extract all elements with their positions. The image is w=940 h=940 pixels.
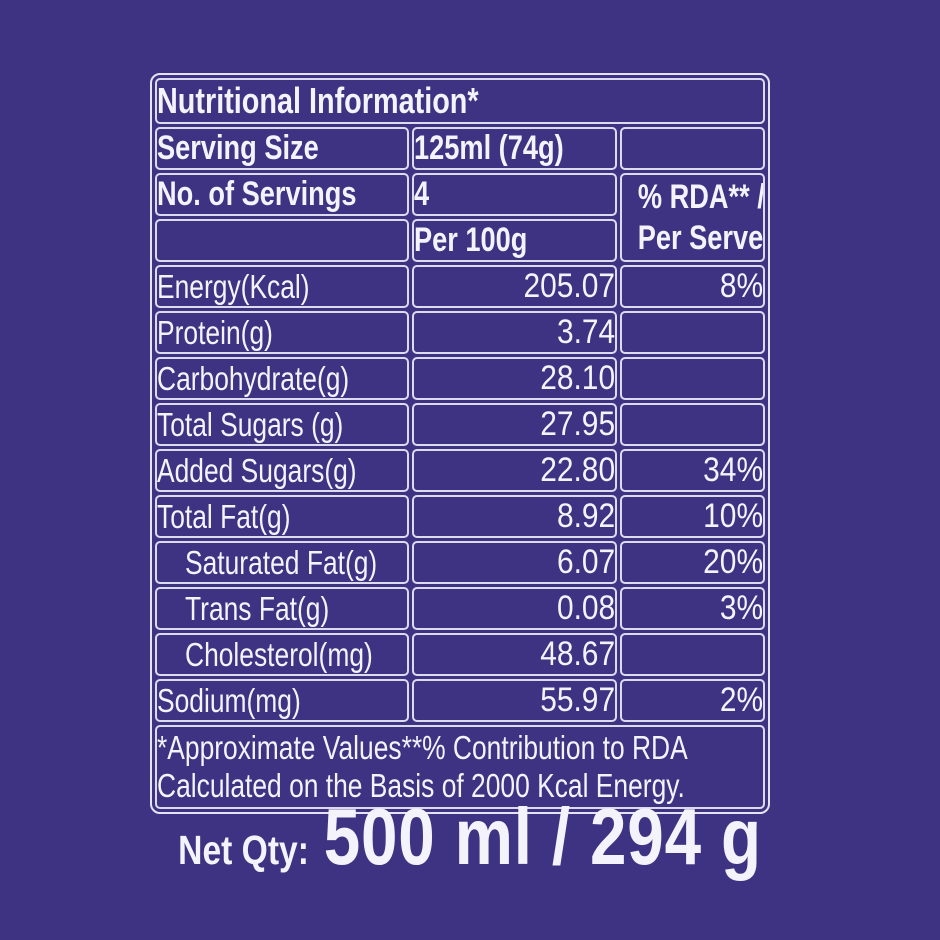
empty-cell: [155, 219, 409, 262]
footnote-row: *Approximate Values**% Contribution to R…: [155, 725, 765, 809]
nutrient-value-cell: 8.92: [412, 495, 617, 538]
servings-row: No. of Servings 4 % RDA** / Per Serve: [155, 173, 765, 262]
nutrient-value-cell: 27.95: [412, 403, 617, 446]
nutrient-value-cell: 28.10: [412, 357, 617, 400]
nutrient-name-cell: Saturated Fat(g): [155, 541, 409, 584]
table-title-text: Nutritional Information*: [157, 80, 479, 121]
nutrient-rda-cell: [620, 311, 765, 354]
nutrient-name-cell: Cholesterol(mg): [155, 633, 409, 676]
nutrient-name-cell: Carbohydrate(g): [155, 357, 409, 400]
nutrient-value-cell: 3.74: [412, 311, 617, 354]
serving-size-value: 125ml (74g): [414, 129, 564, 167]
nutrient-name-cell: Sodium(mg): [155, 679, 409, 722]
table-row-trans-fat: Trans Fat(g) 0.08 3%: [155, 587, 765, 630]
nutrient-name: Carbohydrate(g): [157, 359, 350, 397]
nutrient-name: Total Sugars (g): [157, 405, 344, 443]
table-title-row: Nutritional Information*: [155, 78, 765, 124]
table-row-added-sugars: Added Sugars(g) 22.80 34%: [155, 449, 765, 492]
serving-size-value-cell: 125ml (74g): [412, 127, 617, 170]
nutrient-value-cell: 205.07: [412, 265, 617, 308]
table-row-sodium: Sodium(mg) 55.97 2%: [155, 679, 765, 722]
nutrient-name-cell: Added Sugars(g): [155, 449, 409, 492]
servings-label-cell: No. of Servings: [155, 173, 409, 216]
nutrient-name: Sodium(mg): [157, 681, 301, 719]
servings-label: No. of Servings: [157, 175, 357, 213]
serving-size-label: Serving Size: [157, 129, 319, 167]
nutrient-value-per-100g: 6.07: [556, 543, 615, 581]
nutrient-name: Added Sugars(g): [157, 451, 357, 489]
nutrient-value-per-100g: 0.08: [556, 589, 615, 627]
nutrient-name-cell: Energy(Kcal): [155, 265, 409, 308]
nutrient-value-per-100g: 48.67: [540, 635, 615, 673]
nutrient-rda-cell: 20%: [620, 541, 765, 584]
nutrient-rda-value: 2%: [719, 681, 763, 719]
table-row-total-fat: Total Fat(g) 8.92 10%: [155, 495, 765, 538]
footnote-line1: *Approximate Values**% Contribution to R…: [157, 729, 688, 766]
table-row-cholesterol: Cholesterol(mg) 48.67: [155, 633, 765, 676]
servings-value: 4: [414, 175, 430, 213]
nutrient-rda-cell: 34%: [620, 449, 765, 492]
nutrient-value-per-100g: 28.10: [540, 359, 615, 397]
nutrient-name: Trans Fat(g): [185, 589, 330, 627]
nutrient-value-cell: 22.80: [412, 449, 617, 492]
nutrient-name-cell: Total Sugars (g): [155, 403, 409, 446]
nutrient-value-per-100g: 205.07: [523, 267, 615, 305]
nutrient-rda-value: 3%: [719, 589, 763, 627]
rda-header-line1: % RDA** /: [637, 178, 765, 217]
table-row-total-sugars: Total Sugars (g) 27.95: [155, 403, 765, 446]
table-title: Nutritional Information*: [155, 78, 765, 124]
nutrient-value-cell: 0.08: [412, 587, 617, 630]
nutrient-rda-value: 10%: [703, 497, 763, 535]
nutrient-name: Energy(Kcal): [157, 267, 310, 305]
nutrient-value-per-100g: 3.74: [556, 313, 615, 351]
rda-header-line2: Per Serve: [637, 218, 764, 257]
serving-size-label-cell: Serving Size: [155, 127, 409, 170]
nutrient-value-per-100g: 55.97: [540, 681, 615, 719]
nutrient-rda-cell: 3%: [620, 587, 765, 630]
net-qty: Net Qty: 500 ml / 294 g: [178, 791, 762, 883]
net-qty-value: 500 ml / 294 g: [323, 792, 762, 881]
rda-header-cell: % RDA** / Per Serve: [620, 173, 765, 262]
nutrient-name: Total Fat(g): [157, 497, 291, 535]
per-100g-header-cell: Per 100g: [412, 219, 617, 262]
footnote-line2: Calculated on the Basis of 2000 Kcal Ene…: [157, 767, 685, 804]
nutrient-rda-cell: 2%: [620, 679, 765, 722]
table-row-saturated-fat: Saturated Fat(g) 6.07 20%: [155, 541, 765, 584]
nutrient-value-per-100g: 22.80: [540, 451, 615, 489]
nutrient-value-per-100g: 27.95: [540, 405, 615, 443]
nutrient-name: Protein(g): [157, 313, 273, 351]
per-100g-row: Per 100g: [155, 219, 765, 262]
nutrient-rda-value: 34%: [703, 451, 763, 489]
nutrient-value-per-100g: 8.92: [556, 497, 615, 535]
empty-cell: [620, 127, 765, 170]
footnote-cell: *Approximate Values**% Contribution to R…: [155, 725, 765, 809]
nutrient-rda-value: 8%: [719, 267, 763, 305]
nutrient-rda-cell: [620, 633, 765, 676]
nutrient-name-cell: Protein(g): [155, 311, 409, 354]
nutrient-rda-cell: [620, 357, 765, 400]
nutrient-rda-cell: [620, 403, 765, 446]
nutrient-rda-cell: 8%: [620, 265, 765, 308]
nutrient-name-cell: Trans Fat(g): [155, 587, 409, 630]
table-row-protein: Protein(g) 3.74: [155, 311, 765, 354]
nutrient-value-cell: 6.07: [412, 541, 617, 584]
nutrient-rda-value: 20%: [703, 543, 763, 581]
table-row-energy: Energy(Kcal) 205.07 8%: [155, 265, 765, 308]
nutrient-value-cell: 48.67: [412, 633, 617, 676]
serving-size-row: Serving Size 125ml (74g): [155, 127, 765, 170]
nutrient-name: Cholesterol(mg): [185, 635, 373, 673]
nutrient-rda-cell: 10%: [620, 495, 765, 538]
nutrient-value-cell: 55.97: [412, 679, 617, 722]
net-qty-label: Net Qty:: [178, 827, 309, 873]
nutrition-table: Nutritional Information* Serving Size 12…: [150, 73, 770, 814]
per-100g-header: Per 100g: [414, 221, 528, 259]
nutrient-name: Saturated Fat(g): [185, 543, 378, 581]
servings-value-cell: 4: [412, 173, 617, 216]
nutrient-name-cell: Total Fat(g): [155, 495, 409, 538]
table-row-carbohydrate: Carbohydrate(g) 28.10: [155, 357, 765, 400]
